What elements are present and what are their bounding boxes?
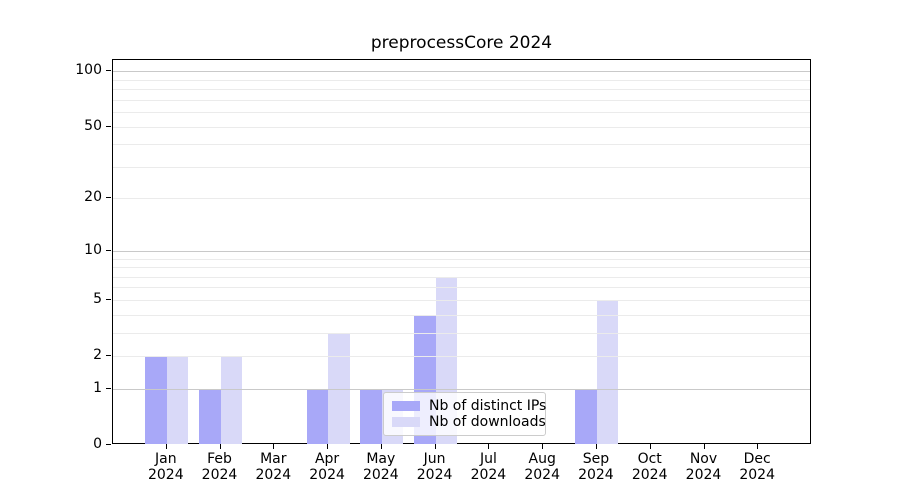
bar-nb-of-distinct-ips-sep [575, 388, 597, 444]
y-tick [106, 298, 111, 300]
x-tick-label: Jul 2024 [470, 451, 507, 483]
x-tick-label: Aug 2024 [524, 451, 560, 483]
x-tick-label: Feb 2024 [201, 451, 238, 483]
gridline-minor [113, 267, 810, 268]
x-tick [703, 444, 705, 449]
gridline-minor [113, 79, 810, 81]
y-tick-label: 0 [93, 436, 102, 452]
x-tick-label: Nov 2024 [685, 451, 722, 483]
y-tick-label: 5 [93, 290, 102, 307]
y-tick [106, 249, 111, 251]
bar-nb-of-downloads-apr [328, 332, 350, 444]
gridline-minor [113, 144, 810, 146]
legend-swatch [392, 401, 420, 411]
y-tick [106, 444, 111, 445]
x-tick-label: Oct 2024 [631, 451, 668, 483]
y-tick [106, 125, 111, 127]
gridline-minor [113, 287, 810, 289]
x-tick-label: Apr 2024 [309, 451, 345, 483]
gridline-minor [113, 276, 810, 278]
x-tick-label: Sep 2024 [578, 451, 614, 483]
x-tick-label: May 2024 [362, 451, 399, 483]
x-tick [595, 444, 597, 449]
gridline-minor [113, 89, 810, 91]
bar-nb-of-downloads-jan [166, 356, 189, 444]
y-tick-label: 2 [93, 347, 102, 363]
y-tick-label: 50 [84, 117, 102, 134]
x-tick [165, 444, 167, 449]
bar-nb-of-downloads-feb [220, 356, 242, 444]
gridline-minor [113, 198, 810, 200]
x-tick [380, 444, 382, 449]
y-tick-label: 20 [84, 189, 102, 206]
x-tick-label: Jun 2024 [416, 451, 453, 483]
plot-area [112, 59, 811, 444]
legend-swatch [392, 417, 420, 427]
gridline-major [113, 71, 810, 73]
gridline-minor [113, 126, 810, 128]
y-tick-label: 10 [84, 241, 102, 258]
gridline-minor [113, 299, 810, 301]
gridline-minor [113, 166, 810, 168]
x-tick [649, 444, 651, 449]
x-tick [273, 444, 275, 449]
gridline-major [113, 388, 810, 390]
x-tick-label: Dec 2024 [739, 451, 775, 483]
x-tick [327, 444, 329, 449]
x-tick [757, 444, 759, 449]
y-tick-label: 100 [75, 62, 102, 79]
gridline-minor [113, 112, 810, 114]
x-tick [488, 444, 490, 449]
y-tick [106, 355, 111, 356]
gridline-minor [113, 258, 810, 260]
gridline-minor [113, 99, 810, 101]
gridline-minor [113, 356, 810, 357]
x-tick [434, 444, 436, 449]
y-tick [106, 387, 111, 389]
legend-label: Nb of distinct IPs [429, 398, 547, 414]
bar-nb-of-distinct-ips-feb [199, 388, 221, 444]
x-tick [219, 444, 221, 449]
legend-label: Nb of downloads [429, 414, 546, 430]
y-tick-label: 1 [93, 379, 102, 396]
legend-item: Nb of distinct IPs [392, 398, 546, 414]
bar-nb-of-distinct-ips-jan [145, 356, 167, 444]
legend: Nb of distinct IPs Nb of downloads [383, 392, 546, 436]
bar-nb-of-distinct-ips-may [360, 388, 382, 444]
legend-item: Nb of downloads [392, 414, 546, 430]
bar-nb-of-downloads-sep [596, 299, 619, 444]
y-tick [106, 70, 111, 72]
gridline-minor [113, 332, 810, 334]
y-tick [106, 197, 111, 199]
x-tick [542, 444, 544, 449]
bar-nb-of-distinct-ips-apr [306, 388, 329, 444]
chart-title: preprocessCore 2024 [370, 33, 553, 53]
x-tick-label: Mar 2024 [255, 451, 292, 483]
gridline-minor [113, 314, 810, 316]
gridline-major [113, 250, 810, 252]
x-tick-label: Jan 2024 [147, 451, 184, 483]
